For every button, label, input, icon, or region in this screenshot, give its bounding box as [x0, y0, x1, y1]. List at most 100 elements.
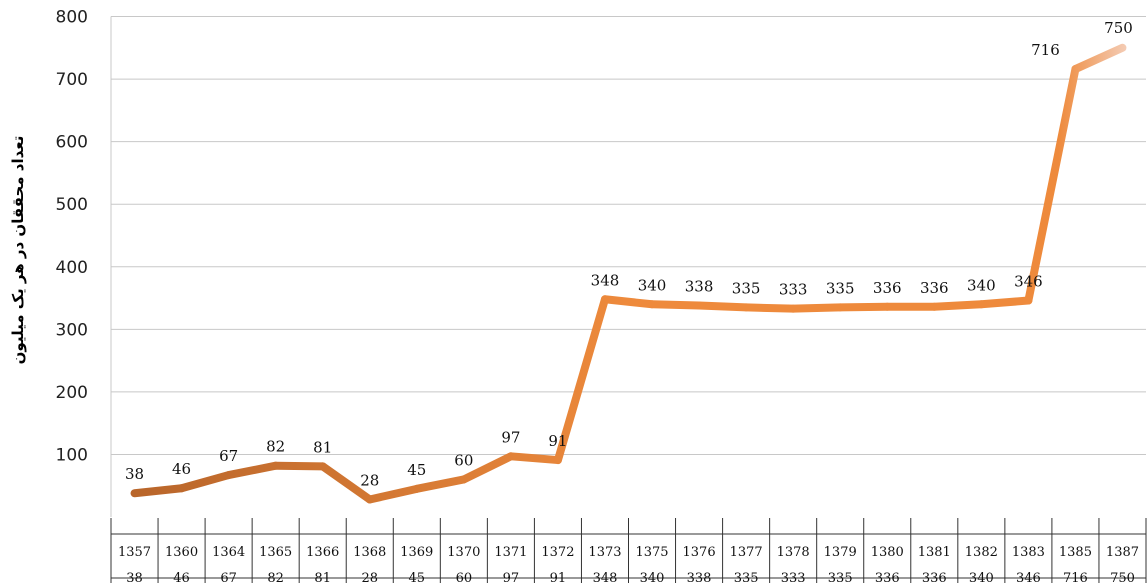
- grid: [110, 16, 1146, 517]
- table-value: 335: [828, 571, 853, 583]
- series-segment: [553, 295, 609, 465]
- data-label: 340: [967, 276, 996, 294]
- series-segment: [930, 300, 986, 311]
- series-segment: [130, 484, 186, 498]
- series-segment: [1024, 65, 1080, 305]
- table-value: 348: [593, 571, 618, 583]
- table-value: 91: [550, 571, 567, 583]
- y-tick-label: 500: [56, 195, 88, 215]
- table-value: 46: [173, 571, 190, 583]
- data-label: 346: [1014, 273, 1043, 291]
- x-category-label: 1360: [165, 545, 198, 560]
- x-category-label: 1373: [588, 545, 621, 560]
- series-segment: [459, 452, 515, 484]
- table-value: 60: [456, 571, 473, 583]
- series-segment: [1071, 43, 1127, 74]
- x-category-label: 1377: [730, 545, 763, 560]
- y-tick-label: 800: [56, 8, 88, 28]
- y-tick-label: 600: [56, 133, 88, 153]
- x-category-label: 1376: [683, 545, 716, 560]
- y-tick-label: 300: [56, 320, 88, 340]
- data-label: 716: [1031, 41, 1060, 59]
- y-tick-label: 100: [56, 445, 88, 465]
- x-category-label: 1371: [494, 545, 527, 560]
- table-value: 336: [875, 571, 900, 583]
- y-tick-label: 400: [56, 258, 88, 278]
- x-category-label: 1381: [918, 545, 951, 560]
- series-segment: [789, 303, 845, 313]
- table-value: 28: [361, 571, 378, 583]
- data-label: 46: [172, 460, 191, 478]
- table-value: 67: [220, 571, 237, 583]
- x-category-label: 1357: [118, 545, 151, 560]
- table-value: 45: [409, 571, 426, 583]
- data-label: 45: [407, 461, 426, 479]
- data-label: 333: [779, 281, 808, 299]
- series-segment: [742, 303, 798, 313]
- x-category-label: 1380: [871, 545, 904, 560]
- table-value: 82: [267, 571, 284, 583]
- table-value: 340: [640, 571, 665, 583]
- data-label: 28: [360, 471, 379, 489]
- series-segment: [695, 301, 751, 312]
- table-value: 338: [687, 571, 712, 583]
- x-category-label: 1370: [447, 545, 480, 560]
- series-segment: [224, 461, 280, 480]
- table-value: 333: [781, 571, 806, 583]
- x-category-label: 1368: [353, 545, 386, 560]
- x-category-label: 1382: [965, 545, 998, 560]
- series-segment: [506, 452, 562, 465]
- table-value: 97: [503, 571, 520, 583]
- series-segment: [836, 302, 892, 312]
- data-label: 91: [548, 432, 567, 450]
- x-category-label: 1379: [824, 545, 857, 560]
- data-label: 348: [591, 271, 620, 289]
- series-segment: [412, 475, 468, 493]
- series-segment: [600, 295, 657, 309]
- data-label: 82: [266, 438, 285, 456]
- x-category-label: 1378: [777, 545, 810, 560]
- x-category-label: 1364: [212, 545, 245, 560]
- series-segment: [365, 484, 421, 504]
- data-labels: 38 46 67 82 81 28 45 60 97 91 348 340 338 335 333 335 33…: [125, 19, 1133, 490]
- table-value: 750: [1110, 571, 1135, 583]
- table-value: 81: [314, 571, 331, 583]
- data-label: 340: [638, 276, 667, 294]
- data-label: 81: [313, 438, 332, 456]
- x-category-label: 1375: [635, 545, 668, 560]
- x-category-label: 1369: [400, 545, 433, 560]
- x-category-label: 1365: [259, 545, 292, 560]
- data-label: 336: [920, 279, 949, 297]
- x-category-label: 1383: [1012, 545, 1045, 560]
- y-tick-label: 700: [56, 70, 88, 90]
- data-label: 67: [219, 447, 238, 465]
- data-label: 38: [125, 465, 144, 483]
- data-label: 750: [1104, 19, 1133, 37]
- data-label: 60: [454, 451, 473, 469]
- series: [130, 43, 1127, 504]
- series-segment: [977, 296, 1033, 309]
- series-segment: [271, 461, 327, 471]
- table-value: 340: [969, 571, 994, 583]
- table-value: 336: [922, 571, 947, 583]
- series-segment: [648, 300, 704, 310]
- data-label: 336: [873, 279, 902, 297]
- series-segment: [318, 462, 374, 504]
- table-value: 346: [1016, 571, 1041, 583]
- table-value: 716: [1063, 571, 1088, 583]
- x-category-label: 1385: [1059, 545, 1092, 560]
- data-table: 1357 1360 1364 1365 1366 1368 1369 1370 1371 1372…: [110, 518, 1147, 583]
- data-label: 335: [732, 279, 761, 297]
- x-category-label: 1366: [306, 545, 339, 560]
- x-category-label: 1387: [1106, 545, 1139, 560]
- data-label: 97: [501, 428, 520, 446]
- series-segment: [177, 471, 233, 493]
- x-category-label: 1372: [541, 545, 574, 560]
- y-tick-label: 200: [56, 383, 88, 403]
- table-value: 335: [734, 571, 759, 583]
- data-label: 338: [685, 278, 714, 296]
- table-value: 38: [126, 571, 143, 583]
- data-label: 335: [826, 279, 855, 297]
- y-axis-ticks: 100 200 300 400 500 600 700 800: [56, 8, 88, 466]
